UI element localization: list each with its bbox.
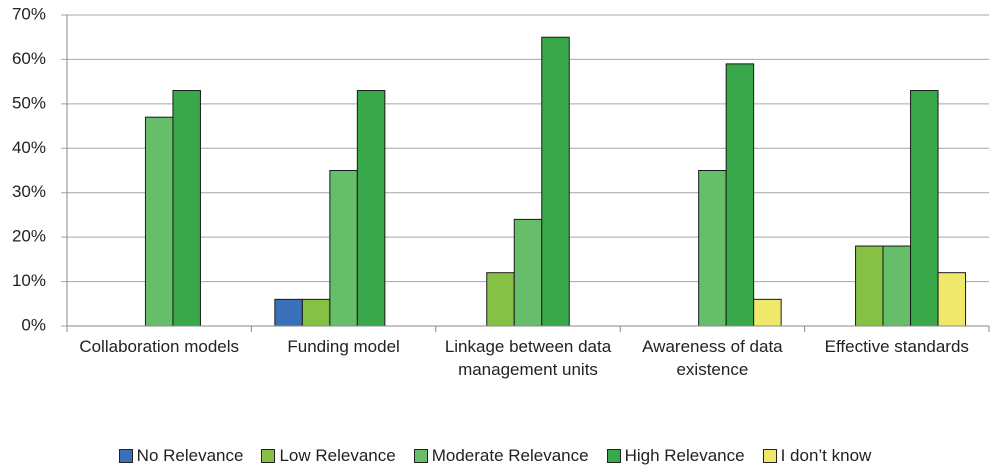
- legend-swatch: [762, 449, 777, 463]
- legend: No Relevance Low Relevance Moderate Releva…: [0, 446, 990, 466]
- y-tick-label: 50%: [12, 93, 46, 112]
- legend-swatch: [606, 449, 621, 463]
- bar: [274, 298, 303, 327]
- bar: [937, 272, 967, 327]
- legend-swatch: [118, 449, 133, 463]
- bar: [172, 90, 201, 327]
- bar: [910, 90, 939, 327]
- x-tick-label: Collaboration models: [79, 337, 240, 356]
- bar: [144, 116, 174, 327]
- y-tick-label: 70%: [12, 4, 46, 23]
- legend-item: Moderate Relevance: [413, 446, 589, 466]
- bar: [356, 90, 386, 327]
- y-tick-label: 30%: [12, 182, 46, 201]
- bar: [329, 170, 358, 327]
- legend-label: Moderate Relevance: [431, 446, 589, 465]
- legend-label: No Relevance: [136, 446, 244, 465]
- bar: [541, 36, 570, 327]
- y-tick-label: 10%: [12, 271, 46, 290]
- bar: [486, 272, 515, 327]
- legend-item: No Relevance: [118, 446, 244, 466]
- bar: [753, 298, 782, 327]
- legend-label: High Relevance: [624, 446, 745, 465]
- x-tick-label: Linkage between data management units: [444, 337, 612, 379]
- bar: [698, 170, 727, 327]
- legend-item: High Relevance: [606, 446, 745, 466]
- bar: [513, 218, 543, 327]
- bar: [882, 245, 912, 327]
- x-tick-label: Effective standards: [824, 337, 969, 356]
- legend-swatch: [413, 449, 428, 463]
- legend-label: I don’t know: [780, 446, 872, 465]
- y-tick-label: 20%: [12, 227, 46, 246]
- x-tick-label: Awareness of data existence: [642, 337, 783, 379]
- legend-item: I don’t know: [762, 446, 872, 466]
- legend-swatch: [261, 449, 276, 463]
- y-tick-label: 60%: [12, 49, 46, 68]
- x-tick-label: Funding model: [287, 337, 400, 356]
- bar: [725, 63, 755, 327]
- y-tick-label: 0%: [21, 315, 46, 334]
- legend-label: Low Relevance: [279, 446, 396, 465]
- legend-item: Low Relevance: [261, 446, 396, 466]
- bar: [301, 298, 331, 327]
- y-tick-label: 40%: [12, 138, 46, 157]
- bar: [855, 245, 884, 327]
